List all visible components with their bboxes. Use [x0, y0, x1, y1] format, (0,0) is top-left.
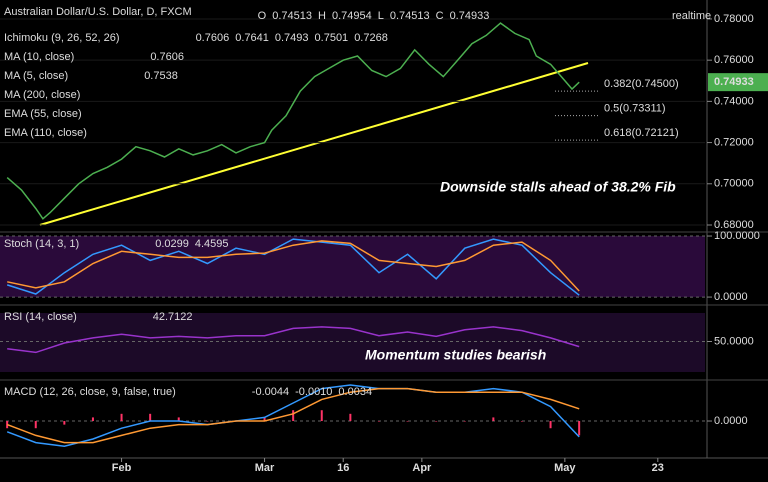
x-tick-label: 16 — [337, 462, 349, 474]
legend-value: 0.7538 — [144, 70, 178, 82]
legend-value: -0.0044 — [252, 386, 289, 398]
series-line — [6, 387, 580, 444]
legend-label: EMA (55, close) — [4, 108, 82, 120]
y-tick-label: 0.68000 — [714, 219, 754, 231]
histogram-bar — [492, 417, 495, 422]
legend-label: MA (5, close) — [4, 70, 68, 82]
fib-label: 0.382(0.74500) — [604, 78, 679, 90]
x-tick-label: May — [554, 462, 576, 474]
histogram-bar — [206, 421, 209, 422]
ohlc-label: H — [318, 10, 326, 22]
histogram-bar — [349, 413, 352, 422]
y-tick-label: 0.72000 — [714, 136, 754, 148]
y-tick-label: 0.0000 — [714, 415, 748, 427]
legend-value: 0.7501 — [315, 32, 349, 44]
fib-label: 0.5(0.73311) — [604, 102, 666, 114]
legend-value: 0.7493 — [275, 32, 309, 44]
annotation: Downside stalls ahead of 38.2% Fib — [440, 179, 676, 195]
histogram-bar — [177, 417, 180, 422]
y-tick-label: 0.76000 — [714, 54, 754, 66]
legend-label: Stoch (14, 3, 1) — [4, 238, 79, 250]
price-box — [708, 73, 768, 92]
histogram-bar — [292, 410, 295, 422]
panel-bg — [0, 313, 705, 372]
fib-label: 0.618(0.72121) — [604, 127, 679, 139]
x-tick-label: Mar — [255, 462, 275, 474]
x-tick-label: Apr — [412, 462, 432, 474]
ohlc-value: 0.74513 — [390, 10, 430, 22]
histogram-bar — [6, 421, 9, 429]
ohlc-value: 0.74933 — [450, 10, 490, 22]
legend-label: EMA (110, close) — [4, 127, 87, 139]
x-tick-label: Feb — [112, 462, 132, 474]
series-line — [7, 240, 580, 292]
series-line — [6, 238, 580, 296]
histogram-bar — [435, 421, 438, 422]
histogram-bar — [91, 417, 94, 422]
legend-value: 0.0299 — [155, 238, 189, 250]
ohlc-label: L — [378, 10, 384, 22]
histogram-bar — [406, 421, 409, 422]
annotation: Momentum studies bearish — [365, 347, 546, 363]
histogram-bar — [520, 421, 523, 422]
histogram-bar — [578, 421, 581, 436]
histogram-bar — [549, 421, 552, 429]
histogram-bar — [120, 413, 123, 422]
legend-label: Ichimoku (9, 26, 52, 26) — [4, 32, 120, 44]
legend-label: MA (10, close) — [4, 51, 74, 63]
ohlc-label: O — [258, 10, 267, 22]
price-label: 0.74933 — [714, 76, 754, 88]
histogram-bar — [263, 417, 266, 422]
ohlc-value: 0.74954 — [332, 10, 372, 22]
histogram-bar — [34, 421, 37, 429]
chart-title: Australian Dollar/U.S. Dollar, D, FXCM — [4, 6, 192, 18]
y-tick-label: 0.70000 — [714, 178, 754, 190]
legend-label: MACD (12, 26, close, 9, false, true) — [4, 386, 176, 398]
y-tick-label: 100.0000 — [714, 230, 760, 242]
ohlc-value: 0.74513 — [272, 10, 312, 22]
legend-label: MA (200, close) — [4, 89, 80, 101]
series-line — [6, 22, 580, 220]
legend-value: -0.0010 — [295, 386, 332, 398]
histogram-bar — [63, 421, 66, 425]
histogram-bar — [320, 410, 323, 422]
legend-label: RSI (14, close) — [4, 311, 77, 323]
y-tick-label: 0.74000 — [714, 95, 754, 107]
x-tick-label: 23 — [652, 462, 664, 474]
series-line — [7, 326, 580, 354]
y-tick-label: 0.78000 — [714, 13, 754, 25]
legend-value: 42.7122 — [153, 311, 193, 323]
legend-value: 0.7641 — [235, 32, 269, 44]
status: realtime — [672, 10, 711, 22]
trendline — [39, 62, 589, 226]
legend-value: 0.7606 — [196, 32, 230, 44]
legend-value: 4.4595 — [195, 238, 229, 250]
histogram-bar — [377, 421, 380, 422]
y-tick-label: 50.0000 — [714, 335, 754, 347]
histogram-bar — [463, 421, 466, 422]
ohlc-label: C — [436, 10, 444, 22]
histogram-bar — [149, 413, 152, 422]
legend-value: 0.7606 — [150, 51, 184, 63]
y-tick-label: 0.0000 — [714, 291, 748, 303]
series-line — [6, 384, 580, 447]
legend-value: 0.7268 — [354, 32, 388, 44]
legend-value: 0.0034 — [338, 386, 372, 398]
